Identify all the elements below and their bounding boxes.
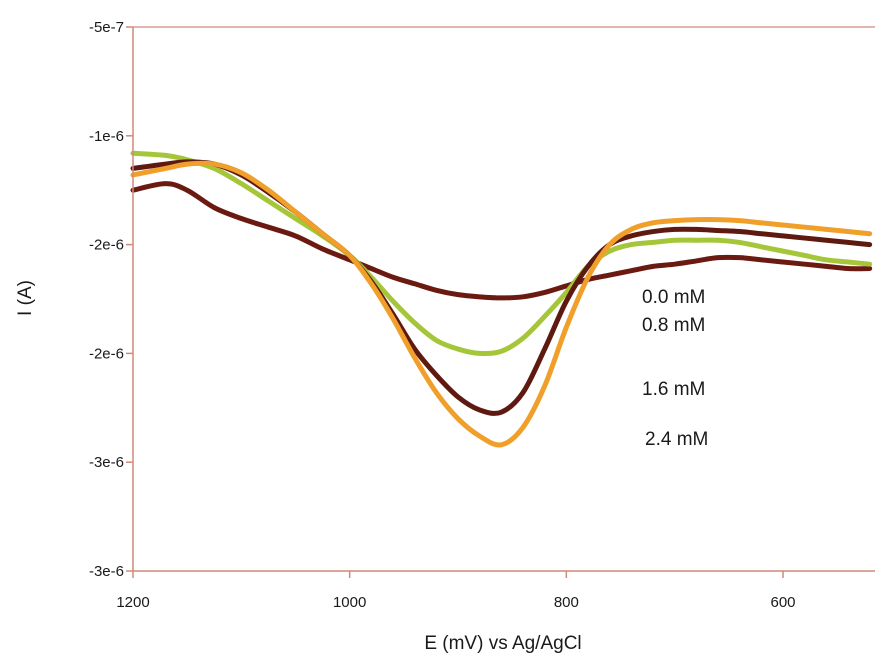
series-layer xyxy=(130,150,873,448)
x-tick-label-3: 600 xyxy=(770,594,795,611)
y-tick-label-0: -5e-7 xyxy=(89,19,124,36)
y-tick-label-3: -2e-6 xyxy=(89,345,124,362)
legend-label-0-0-mM: 0.0 mM xyxy=(642,287,705,308)
series-line-1-6-mm xyxy=(130,159,873,416)
x-tick-label-1: 1000 xyxy=(333,594,366,611)
y-axis-title: I (A) xyxy=(15,280,36,316)
y-axis-ticks: -5e-7 -1e-6 -2e-6 -2e-6 -3e-6 -3e-6 xyxy=(89,19,133,580)
y-tick-label-4: -3e-6 xyxy=(89,454,124,471)
legend-label-2-4-mM: 2.4 mM xyxy=(645,429,708,450)
legend-label-1-6-mM: 1.6 mM xyxy=(642,379,705,400)
y-tick-label-5: -3e-6 xyxy=(89,563,124,580)
legend: 0.0 mM 0.8 mM 1.6 mM 2.4 mM xyxy=(642,287,708,450)
x-axis-title: E (mV) vs Ag/AgCl xyxy=(424,633,581,654)
series-line-2-4-mm xyxy=(130,160,873,448)
series-line-0-8-mm xyxy=(130,150,873,357)
x-tick-label-0: 1200 xyxy=(116,594,149,611)
y-tick-label-1: -1e-6 xyxy=(89,128,124,145)
series-line-0-0-mm xyxy=(130,181,873,301)
x-tick-label-2: 800 xyxy=(554,594,579,611)
x-axis-ticks: 1200 1000 800 600 xyxy=(116,571,796,611)
legend-label-0-8-mM: 0.8 mM xyxy=(642,315,705,336)
y-tick-label-2: -2e-6 xyxy=(89,237,124,254)
